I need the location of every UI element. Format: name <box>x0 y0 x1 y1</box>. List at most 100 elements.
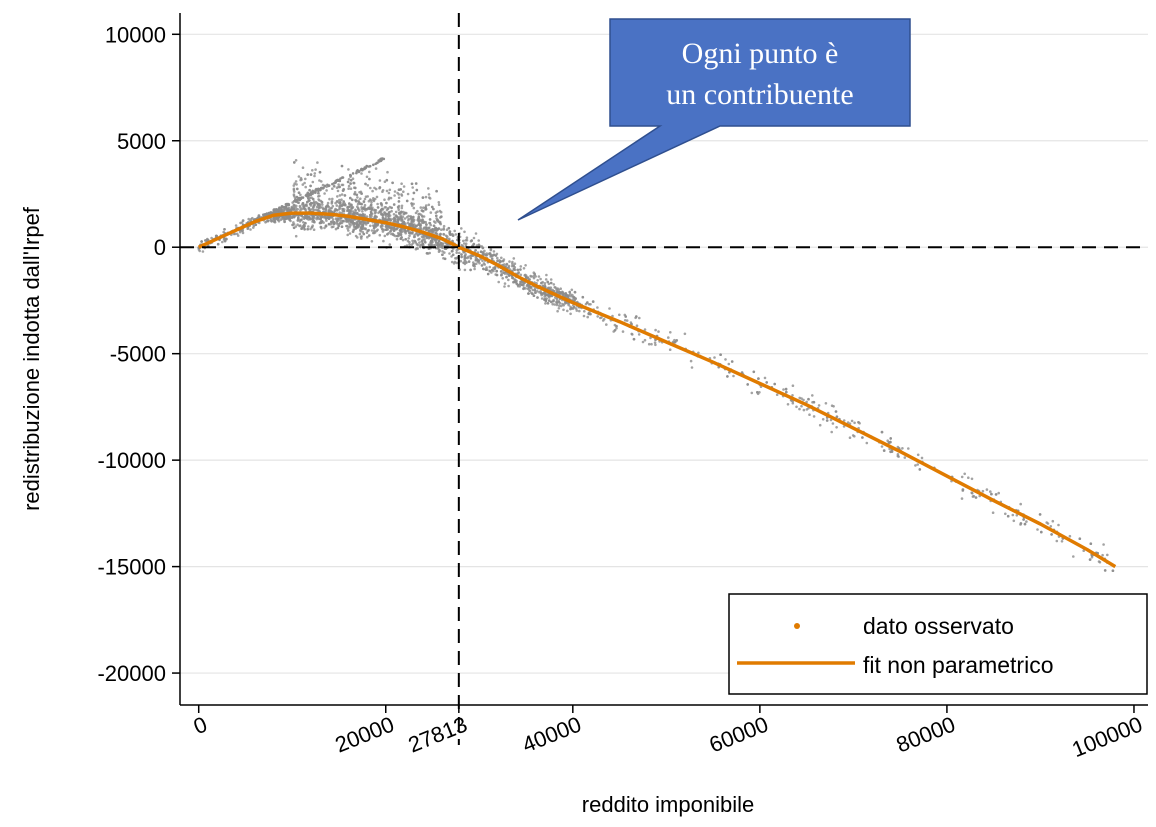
data-point <box>547 299 551 302</box>
data-point <box>328 209 331 213</box>
data-point <box>363 166 367 169</box>
data-point <box>1106 553 1109 557</box>
data-point <box>602 317 606 321</box>
data-point <box>416 234 420 237</box>
data-point <box>848 436 852 440</box>
data-point <box>381 227 384 231</box>
x-tick-label: 80000 <box>893 711 959 757</box>
data-point <box>383 211 386 214</box>
data-point <box>960 497 964 500</box>
legend-box <box>728 593 1148 695</box>
data-point <box>293 161 296 164</box>
data-point <box>434 231 438 235</box>
data-point <box>527 292 530 295</box>
data-point <box>428 221 432 225</box>
data-point <box>1015 514 1019 517</box>
data-point <box>613 329 617 332</box>
data-point <box>499 270 503 273</box>
data-point <box>543 282 547 285</box>
data-point <box>584 302 588 306</box>
data-point <box>472 263 475 267</box>
data-point <box>568 292 572 296</box>
data-point <box>566 309 569 313</box>
data-point <box>356 211 359 215</box>
data-point <box>499 260 502 263</box>
data-point <box>960 475 964 479</box>
data-point <box>525 276 528 280</box>
data-point <box>336 189 340 193</box>
data-point <box>427 193 431 196</box>
data-point <box>277 216 280 219</box>
data-point <box>430 229 434 233</box>
data-point <box>556 309 559 313</box>
data-point <box>386 170 389 174</box>
data-point <box>337 179 341 182</box>
data-point <box>318 179 321 182</box>
data-point <box>215 234 218 238</box>
data-point <box>366 221 370 224</box>
data-point <box>402 222 406 226</box>
data-point <box>850 419 854 423</box>
data-point <box>298 204 302 208</box>
data-point <box>719 353 722 357</box>
data-point <box>367 199 371 203</box>
data-point <box>339 201 342 204</box>
data-point <box>896 453 900 456</box>
data-point <box>284 217 287 221</box>
data-point <box>635 315 638 318</box>
data-point <box>379 202 383 205</box>
data-point <box>312 228 316 231</box>
data-point <box>488 265 492 269</box>
data-point <box>301 166 305 169</box>
data-point <box>439 241 443 245</box>
data-point <box>369 203 373 207</box>
data-point <box>752 370 756 374</box>
data-point <box>557 300 561 303</box>
data-point <box>438 221 442 225</box>
data-point <box>690 366 694 369</box>
data-point <box>340 183 344 187</box>
axes <box>172 13 1148 713</box>
data-point <box>448 252 451 255</box>
data-point <box>589 312 592 316</box>
data-point <box>555 302 559 305</box>
data-point <box>404 238 408 241</box>
data-point <box>354 226 358 229</box>
data-point <box>273 209 276 213</box>
y-tick-label: -20000 <box>97 661 166 686</box>
data-point <box>390 206 393 210</box>
data-point <box>536 296 539 299</box>
data-point <box>420 235 424 239</box>
data-point <box>1090 555 1094 559</box>
data-point <box>389 230 392 233</box>
legend-marker-observed <box>794 623 800 629</box>
data-point <box>569 307 572 311</box>
data-point <box>824 402 828 405</box>
data-point <box>1025 520 1028 523</box>
data-point <box>314 168 317 171</box>
data-point <box>631 333 634 336</box>
data-point <box>483 249 486 253</box>
data-point <box>453 229 457 233</box>
data-point <box>335 200 339 203</box>
data-point <box>483 263 487 266</box>
data-point <box>415 188 419 192</box>
y-tick-labels: 10000 5000 0 -5000 -10000 -15000 -20000 <box>97 22 166 686</box>
data-point <box>356 226 359 229</box>
data-point <box>400 210 403 214</box>
data-point <box>474 232 478 235</box>
data-point <box>301 183 305 186</box>
data-point <box>501 259 505 263</box>
data-point <box>294 207 298 210</box>
data-point <box>637 333 641 336</box>
data-point <box>1102 543 1105 546</box>
data-point <box>363 203 367 207</box>
data-point <box>435 217 438 220</box>
data-point <box>337 218 340 221</box>
data-point <box>621 330 625 333</box>
data-point <box>364 182 367 186</box>
data-point <box>310 226 314 229</box>
data-point <box>422 227 425 231</box>
data-point <box>362 207 366 210</box>
data-point <box>591 300 595 303</box>
